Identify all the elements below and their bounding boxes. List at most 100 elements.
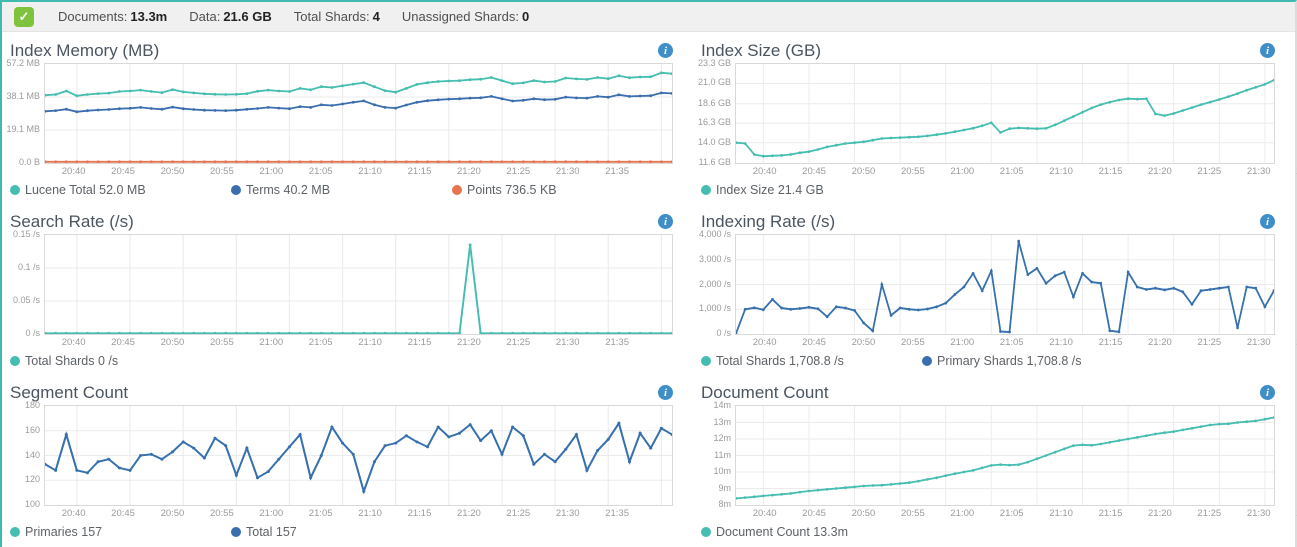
data-point (245, 107, 249, 111)
data-point (971, 469, 975, 472)
data-point (45, 462, 47, 466)
x-axis-label: 21:35 (605, 337, 629, 348)
data-point (1053, 274, 1057, 278)
x-axis-label: 21:05 (999, 337, 1024, 348)
plot-area[interactable] (735, 405, 1275, 506)
x-axis-label: 20:50 (851, 166, 876, 177)
data-point (234, 473, 238, 477)
y-axis-label: 1,000 /s (698, 303, 731, 314)
legend-item[interactable]: Lucene Total 52.0 MB (10, 183, 231, 197)
data-point (638, 431, 642, 435)
data-point (330, 331, 334, 334)
legend-item[interactable]: Index Size 21.4 GB (701, 183, 922, 197)
data-point (468, 243, 472, 247)
legend-label: Document Count 13.3m (716, 525, 849, 539)
status-item-unassigned-shards: Unassigned Shards: 0 (402, 9, 529, 24)
data-point (1254, 286, 1258, 290)
data-point (277, 331, 281, 334)
data-point (789, 492, 793, 495)
data-point (489, 76, 493, 79)
info-icon[interactable] (658, 43, 673, 58)
data-point (789, 153, 793, 156)
data-point (638, 331, 642, 334)
y-axis: 14m 13m 12m 11m 10m 9m 8m (701, 400, 735, 509)
chart-index-memory[interactable]: 57.2 MB 38.1 MB 19.1 MB 0.0 B (6, 58, 673, 167)
data-point (1181, 428, 1185, 432)
data-point (117, 160, 121, 163)
legend-item[interactable]: Total Shards 1,708.8 /s (701, 354, 922, 368)
chart-index-size[interactable]: 23.3 GB 21.0 GB 18.6 GB 16.3 GB 14.0 GB 11.6 … (697, 58, 1275, 167)
legend-item[interactable]: Total 157 (231, 525, 452, 539)
data-point (816, 148, 820, 151)
chart-document-count[interactable]: 14m 13m 12m 11m 10m 9m 8m (701, 400, 1275, 509)
data-point (1245, 88, 1248, 92)
legend-item[interactable]: Document Count 13.3m (701, 525, 922, 539)
data-point (825, 315, 829, 319)
y-axis-label: 120 (24, 474, 40, 485)
legend-label: Primaries 157 (25, 525, 103, 539)
info-icon[interactable] (658, 385, 673, 400)
x-axis-label: 21:00 (950, 166, 975, 177)
data-point (139, 106, 143, 109)
x-axis: 20:40 20:45 20:50 20:55 21:00 21:05 21:10 21:15… (735, 506, 1297, 521)
info-icon[interactable] (1260, 43, 1275, 58)
x-axis-label: 21:25 (506, 166, 531, 177)
data-point (277, 457, 281, 461)
plot-area[interactable] (44, 234, 673, 335)
plot-area[interactable] (44, 405, 673, 506)
data-point (649, 75, 653, 79)
y-axis-label: 14.0 GB (697, 136, 731, 147)
legend-item[interactable]: Points 736.5 KB (452, 183, 673, 197)
chart-segment-count[interactable]: 180 160 140 120 100 (10, 400, 673, 509)
data-point (1053, 123, 1057, 127)
legend-item[interactable]: Total Shards 0 /s (10, 354, 231, 368)
legend-dot (10, 356, 20, 366)
data-point (898, 136, 902, 139)
legend-item[interactable]: Primary Shards 1,708.8 /s (922, 354, 1143, 368)
status-value: 21.6 GB (223, 9, 272, 24)
data-point (404, 87, 408, 90)
x-axis-label: 21:15 (407, 166, 432, 177)
data-point (659, 331, 663, 334)
panel-document-count: Document Count 14m 13m 12m 11m 10m 9m 8m 20:40… (693, 374, 1297, 545)
chart-search-rate[interactable]: 0.15 /s 0.1 /s 0.05 /s 0 /s (10, 229, 673, 338)
data-point (500, 79, 504, 82)
data-point (1145, 434, 1148, 438)
data-point (383, 444, 387, 447)
data-point (149, 90, 153, 93)
data-point (479, 77, 483, 81)
info-icon[interactable] (1260, 214, 1275, 229)
data-point (736, 497, 738, 500)
data-point (617, 421, 621, 425)
data-point (1163, 431, 1166, 435)
data-point (277, 106, 281, 110)
legend-item[interactable]: Terms 40.2 MB (231, 183, 452, 197)
data-point (1245, 285, 1248, 289)
data-point (1035, 267, 1039, 270)
data-point (85, 93, 89, 96)
data-point (256, 331, 260, 334)
plot-area[interactable] (44, 63, 673, 164)
data-point (330, 86, 334, 89)
data-point (628, 331, 632, 334)
data-point (638, 75, 642, 79)
x-axis-label: 21:20 (1148, 508, 1172, 519)
status-label: Unassigned Shards: (401, 9, 519, 24)
data-point (298, 433, 302, 436)
data-point (139, 88, 143, 92)
panel-search-rate: Search Rate (/s) 0.15 /s 0.1 /s 0.05 /s 0 /… (2, 203, 693, 374)
data-point (394, 441, 398, 445)
chart-indexing-rate[interactable]: 4,000 /s 3,000 /s 2,000 /s 1,000 /s 0 /s (698, 229, 1275, 338)
plot-area[interactable] (735, 234, 1275, 335)
data-point (394, 331, 398, 334)
data-point (256, 160, 260, 163)
info-icon[interactable] (658, 214, 673, 229)
data-point (341, 331, 345, 334)
data-point (277, 89, 281, 93)
plot-area[interactable] (735, 63, 1275, 164)
chart-title: Search Rate (/s) (10, 211, 134, 231)
data-point (171, 105, 175, 109)
legend-item[interactable]: Primaries 157 (10, 525, 231, 539)
info-icon[interactable] (1260, 385, 1275, 400)
data-point (1190, 426, 1194, 430)
